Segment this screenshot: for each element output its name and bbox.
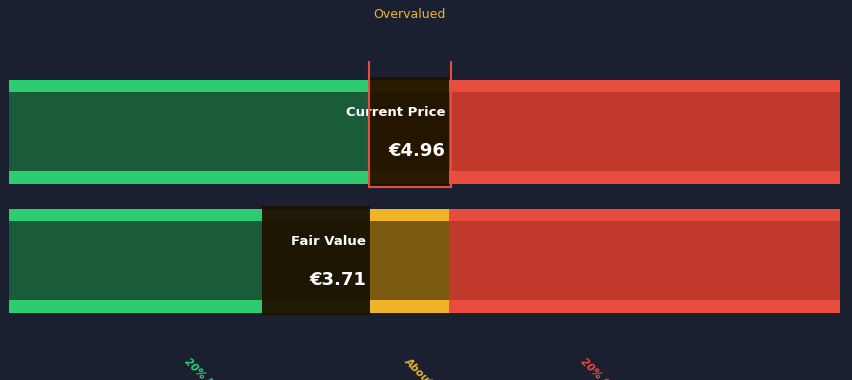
Text: €4.96: €4.96 bbox=[388, 142, 445, 160]
Bar bbox=[370, 171, 449, 184]
Bar bbox=[449, 209, 839, 221]
Text: 20% Undervalued: 20% Undervalued bbox=[182, 356, 262, 380]
Bar bbox=[370, 92, 449, 171]
Bar bbox=[9, 221, 370, 300]
Text: Fair Value: Fair Value bbox=[291, 235, 366, 248]
Bar bbox=[370, 80, 449, 92]
Text: About Right: About Right bbox=[402, 356, 458, 380]
Bar bbox=[368, 17, 451, 187]
Bar bbox=[9, 80, 370, 92]
Bar bbox=[449, 221, 839, 300]
Text: 20% Overvalued: 20% Overvalued bbox=[579, 356, 653, 380]
Bar bbox=[449, 171, 839, 184]
Bar bbox=[9, 209, 370, 221]
Text: Current Price: Current Price bbox=[345, 106, 445, 119]
Bar bbox=[9, 92, 370, 171]
Bar bbox=[449, 92, 839, 171]
Bar bbox=[262, 206, 370, 315]
Bar bbox=[9, 171, 370, 184]
Bar bbox=[370, 300, 449, 312]
Bar bbox=[370, 209, 449, 221]
Bar bbox=[370, 77, 449, 187]
Bar bbox=[449, 300, 839, 312]
Bar bbox=[9, 300, 370, 312]
Bar bbox=[370, 221, 449, 300]
Text: Overvalued: Overvalued bbox=[373, 8, 446, 21]
Text: €3.71: €3.71 bbox=[309, 271, 366, 289]
Bar bbox=[449, 80, 839, 92]
